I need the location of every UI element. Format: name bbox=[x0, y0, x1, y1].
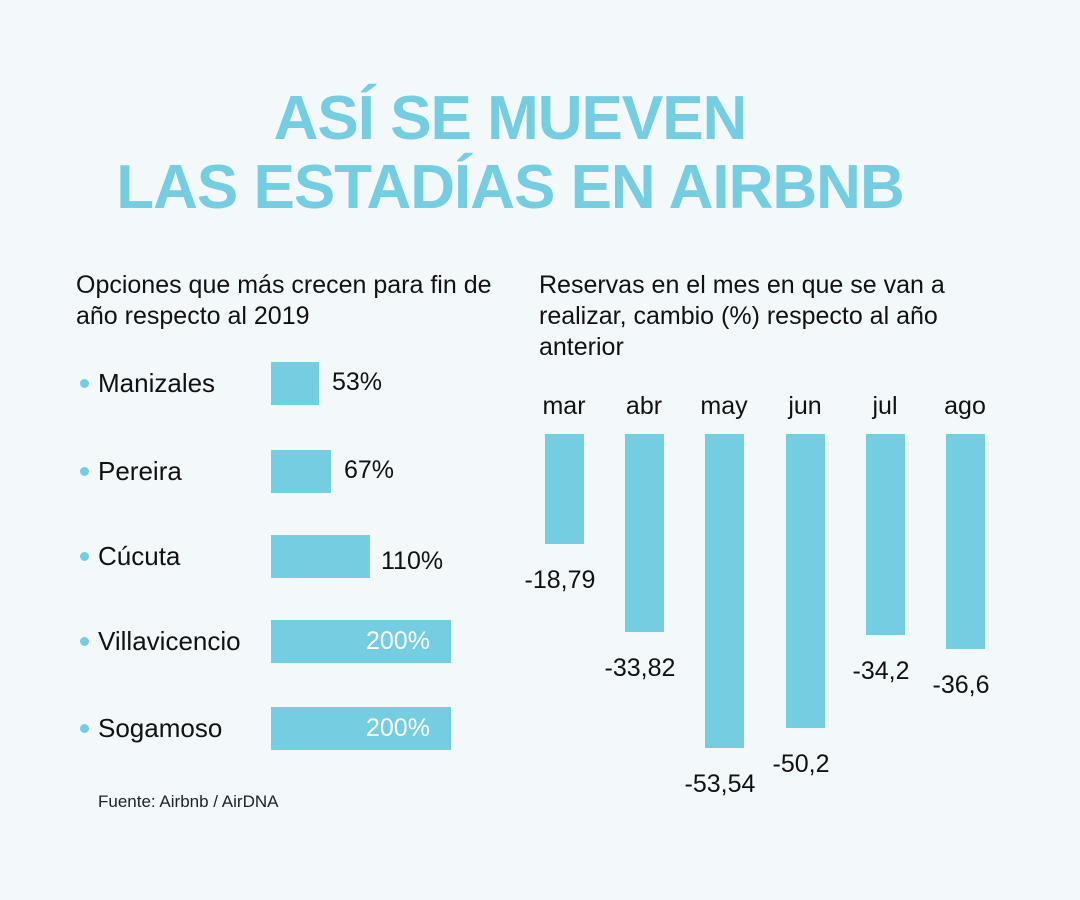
month-label: may bbox=[700, 392, 748, 420]
month-label: abr bbox=[625, 392, 663, 420]
month-label: jul bbox=[872, 392, 898, 420]
bullet-dot-icon bbox=[80, 467, 89, 476]
bar-value-label: -18,79 bbox=[524, 566, 596, 594]
city-label: Pereira bbox=[80, 456, 182, 487]
city-name: Villavicencio bbox=[98, 626, 241, 656]
bullet-dot-icon bbox=[80, 637, 89, 646]
bar bbox=[545, 434, 584, 544]
bar-value-label: -53,54 bbox=[684, 770, 756, 798]
bar bbox=[786, 434, 825, 728]
bar-value-label: -50,2 bbox=[772, 750, 830, 778]
bar bbox=[271, 450, 331, 493]
bar-value-label: -33,82 bbox=[604, 654, 676, 682]
city-name: Cúcuta bbox=[98, 541, 181, 571]
city-name: Sogamoso bbox=[98, 713, 223, 743]
title-line-1: ASÍ SE MUEVEN bbox=[273, 84, 748, 153]
city-name: Pereira bbox=[98, 456, 182, 486]
city-name: Manizales bbox=[98, 368, 216, 398]
bullet-dot-icon bbox=[80, 724, 89, 733]
bar-value-label: 53% bbox=[332, 368, 383, 396]
bar-value-label: 200% bbox=[366, 714, 430, 742]
bullet-dot-icon bbox=[80, 552, 89, 561]
city-label: Villavicencio bbox=[80, 626, 241, 657]
bullet-dot-icon bbox=[80, 379, 89, 388]
title-line-2: LAS ESTADÍAS EN AIRBNB bbox=[116, 153, 904, 222]
month-label: mar bbox=[542, 392, 586, 420]
bar-value-label: 200% bbox=[366, 627, 430, 655]
bar bbox=[271, 620, 451, 663]
month-label: ago bbox=[944, 392, 986, 420]
city-label: Cúcuta bbox=[80, 541, 180, 572]
bar bbox=[866, 434, 905, 635]
bar-value-label: 110% bbox=[381, 547, 444, 575]
city-label: Manizales bbox=[80, 368, 215, 399]
right-chart-title: Reservas en el mes en que se van a reali… bbox=[539, 271, 945, 361]
source-note: Fuente: Airbnb / AirDNA bbox=[98, 792, 279, 811]
bar bbox=[271, 535, 370, 578]
bar-value-label: -36,6 bbox=[932, 671, 990, 699]
bar bbox=[271, 707, 451, 750]
bar-value-label: 67% bbox=[344, 456, 395, 484]
bar-value-label: -34,2 bbox=[852, 657, 910, 685]
bar bbox=[946, 434, 985, 649]
month-label: jun bbox=[788, 392, 822, 420]
city-label: Sogamoso bbox=[80, 713, 222, 744]
left-chart-title: Opciones que más crecen para fin de año … bbox=[76, 271, 492, 330]
bar bbox=[271, 362, 319, 405]
bar bbox=[705, 434, 744, 748]
bar bbox=[625, 434, 664, 632]
